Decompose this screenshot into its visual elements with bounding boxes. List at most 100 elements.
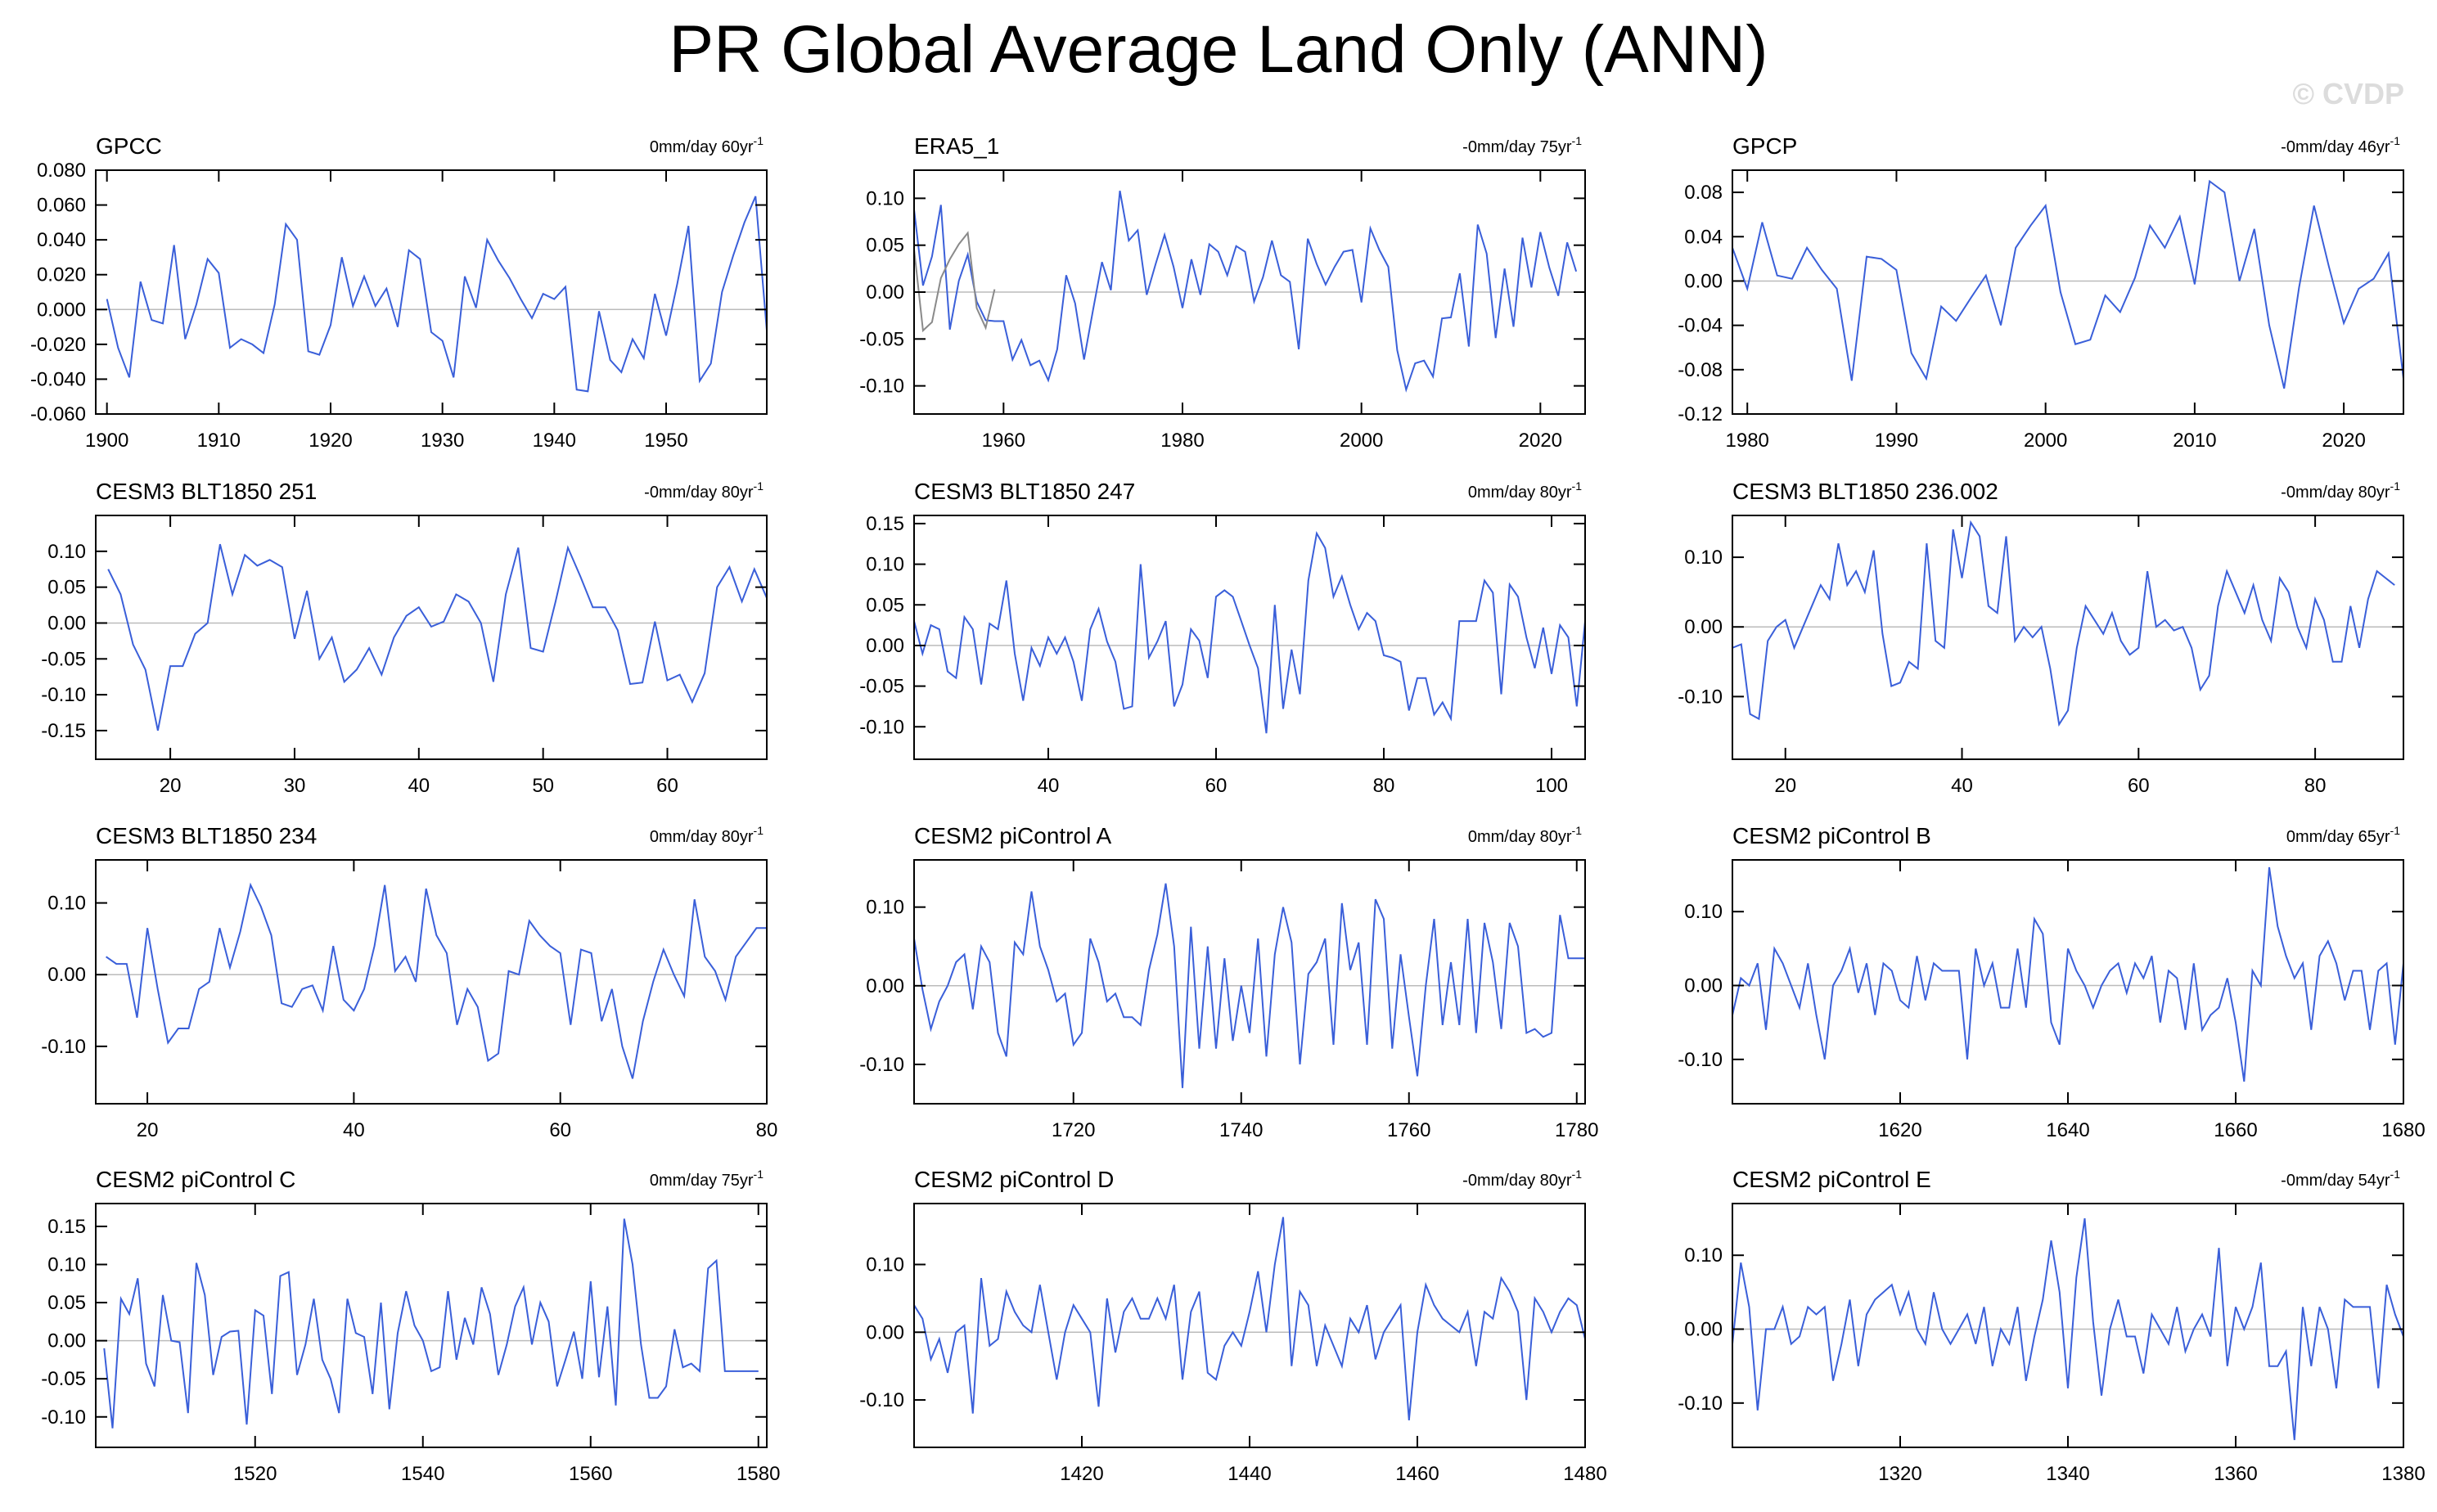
trend-exponent: -1: [754, 1168, 764, 1181]
chart-panel: 1720 1740 1760 1780 -0.10 0.00 0.10 CESM2 piCon…: [859, 823, 1598, 1141]
y-tick-label: -0.10: [859, 376, 904, 398]
x-tick-label: 1760: [1387, 1119, 1430, 1141]
y-tick-label: 0.05: [866, 594, 904, 616]
chart-panel: 1960 1980 2000 2020 -0.10 -0.05 0.00 0.05 0.10 ER…: [859, 133, 1586, 452]
x-tick-label: 1640: [2046, 1119, 2089, 1141]
y-tick-label: 0.040: [37, 229, 86, 251]
y-tick-label: 0.10: [47, 893, 86, 915]
x-tick-label: 20: [160, 775, 182, 797]
panel-title: CESM3 BLT1850 247: [914, 479, 1135, 504]
y-tick-label: 0.05: [866, 235, 904, 257]
x-tick-label: 40: [343, 1119, 365, 1141]
y-tick-label: -0.08: [1678, 359, 1723, 381]
page-title: PR Global Average Land Only (ANN): [669, 12, 1768, 87]
x-tick-label: 1480: [1563, 1463, 1606, 1485]
x-tick-label: 1540: [401, 1463, 444, 1485]
panel-title: CESM2 piControl C: [96, 1167, 295, 1192]
trend-exponent: -1: [1572, 479, 1583, 493]
x-tick-label: 60: [1205, 775, 1228, 797]
chart-panel: 1420 1440 1460 1480 -0.10 0.00 0.10 CESM2 piCon…: [859, 1167, 1606, 1485]
trend-text: -0mm/day 80yr: [1462, 1172, 1572, 1190]
y-tick-label: 0.00: [866, 635, 904, 657]
panel-title: CESM3 BLT1850 251: [96, 479, 317, 504]
x-tick-label: 1940: [533, 430, 576, 452]
y-tick-label: 0.10: [866, 1254, 904, 1276]
series-line: [913, 531, 1586, 734]
y-tick-label: -0.060: [30, 403, 86, 425]
x-tick-label: 20: [1774, 775, 1796, 797]
panel-title: ERA5_1: [914, 133, 999, 159]
plot-frame: [1732, 1203, 2404, 1448]
y-tick-label: 0.00: [1684, 1319, 1723, 1341]
x-tick-label: 1560: [569, 1463, 612, 1485]
trend-label: -0mm/day 80yr-1: [1462, 1168, 1582, 1190]
x-tick-label: 1950: [644, 430, 687, 452]
y-tick-label: -0.10: [859, 716, 904, 738]
x-tick-label: 1980: [1160, 430, 1204, 452]
y-tick-label: 0.000: [37, 299, 86, 321]
trend-text: -0mm/day 75yr: [1462, 138, 1572, 156]
plot-frame: [1732, 515, 2404, 760]
y-tick-label: 0.05: [47, 577, 86, 599]
y-tick-label: -0.10: [1678, 1049, 1723, 1071]
x-tick-label: 1620: [1878, 1119, 1921, 1141]
y-tick-label: -0.10: [41, 1406, 86, 1429]
x-tick-label: 1440: [1228, 1463, 1271, 1485]
x-tick-label: 1900: [85, 430, 128, 452]
y-tick-label: 0.020: [37, 264, 86, 286]
plot-frame: [95, 169, 768, 415]
series-line: [107, 543, 768, 731]
series-line: [103, 1218, 759, 1429]
y-tick-label: 0.04: [1684, 226, 1723, 248]
y-tick-label: 0.10: [47, 1254, 86, 1276]
y-tick-label: 0.060: [37, 195, 86, 217]
series-line: [106, 882, 767, 1079]
trend-label: -0mm/day 80yr-1: [644, 479, 764, 502]
x-tick-label: 1420: [1060, 1463, 1103, 1485]
y-tick-label: -0.020: [30, 334, 86, 356]
trend-label: 0mm/day 60yr-1: [650, 134, 764, 156]
panel-title: CESM2 piControl D: [914, 1167, 1114, 1192]
chart-panel: 1620 1640 1660 1680 -0.10 0.00 0.10 CESM2 piCon…: [1678, 823, 2425, 1141]
y-tick-label: 0.10: [866, 187, 904, 209]
trend-text: 0mm/day 60yr: [650, 138, 754, 156]
panel-title: GPCC: [96, 133, 162, 159]
x-tick-label: 60: [549, 1119, 571, 1141]
x-tick-label: 1930: [421, 430, 464, 452]
y-tick-label: 0.00: [1684, 975, 1723, 997]
x-tick-label: 1340: [2046, 1463, 2089, 1485]
y-tick-label: -0.05: [859, 676, 904, 698]
chart-panel: 1980 1990 2000 2010 2020 -0.12 -0.08 -0.04 0.00 0…: [1678, 133, 2404, 452]
trend-text: -0mm/day 54yr: [2281, 1172, 2390, 1190]
trend-exponent: -1: [2390, 134, 2401, 147]
trend-text: 0mm/day 80yr: [650, 828, 754, 846]
panel-title: GPCP: [1732, 133, 1797, 159]
y-tick-label: 0.08: [1684, 182, 1723, 204]
y-tick-label: 0.10: [866, 897, 904, 919]
y-tick-label: 0.15: [47, 1216, 86, 1238]
y-tick-label: 0.00: [866, 975, 904, 997]
trend-label: 0mm/day 80yr-1: [1468, 824, 1582, 846]
x-tick-label: 1920: [309, 430, 352, 452]
x-tick-label: 80: [1373, 775, 1395, 797]
series-line: [1732, 520, 2395, 727]
x-tick-label: 2000: [1340, 430, 1383, 452]
chart-panel: 1900 1910 1920 1930 1940 1950 -0.060 -0.040 -0.0…: [30, 133, 768, 452]
x-tick-label: 1780: [1555, 1119, 1598, 1141]
x-tick-label: 1680: [2381, 1119, 2425, 1141]
y-tick-label: -0.10: [859, 1389, 904, 1411]
plot-frame: [1732, 169, 2404, 415]
x-tick-label: 2010: [2173, 430, 2216, 452]
plot-frame: [1732, 859, 2404, 1105]
y-tick-label: 0.05: [47, 1292, 86, 1314]
chart-panel: 1520 1540 1560 1580 -0.10 -0.05 0.00 0.05 0.10 0.…: [41, 1167, 780, 1485]
y-tick-label: -0.040: [30, 368, 86, 390]
trend-text: 0mm/day 80yr: [1468, 484, 1572, 502]
trend-label: 0mm/day 65yr-1: [2286, 824, 2400, 846]
series-line: [1732, 179, 2404, 389]
trend-label: -0mm/day 46yr-1: [2281, 134, 2400, 156]
chart-panel: 20 40 60 80 -0.10 0.00 0.10 CESM3 BLT1850 236.0…: [1678, 479, 2404, 797]
watermark-text: © CVDP: [2292, 77, 2404, 110]
y-tick-label: -0.10: [1678, 1393, 1723, 1415]
